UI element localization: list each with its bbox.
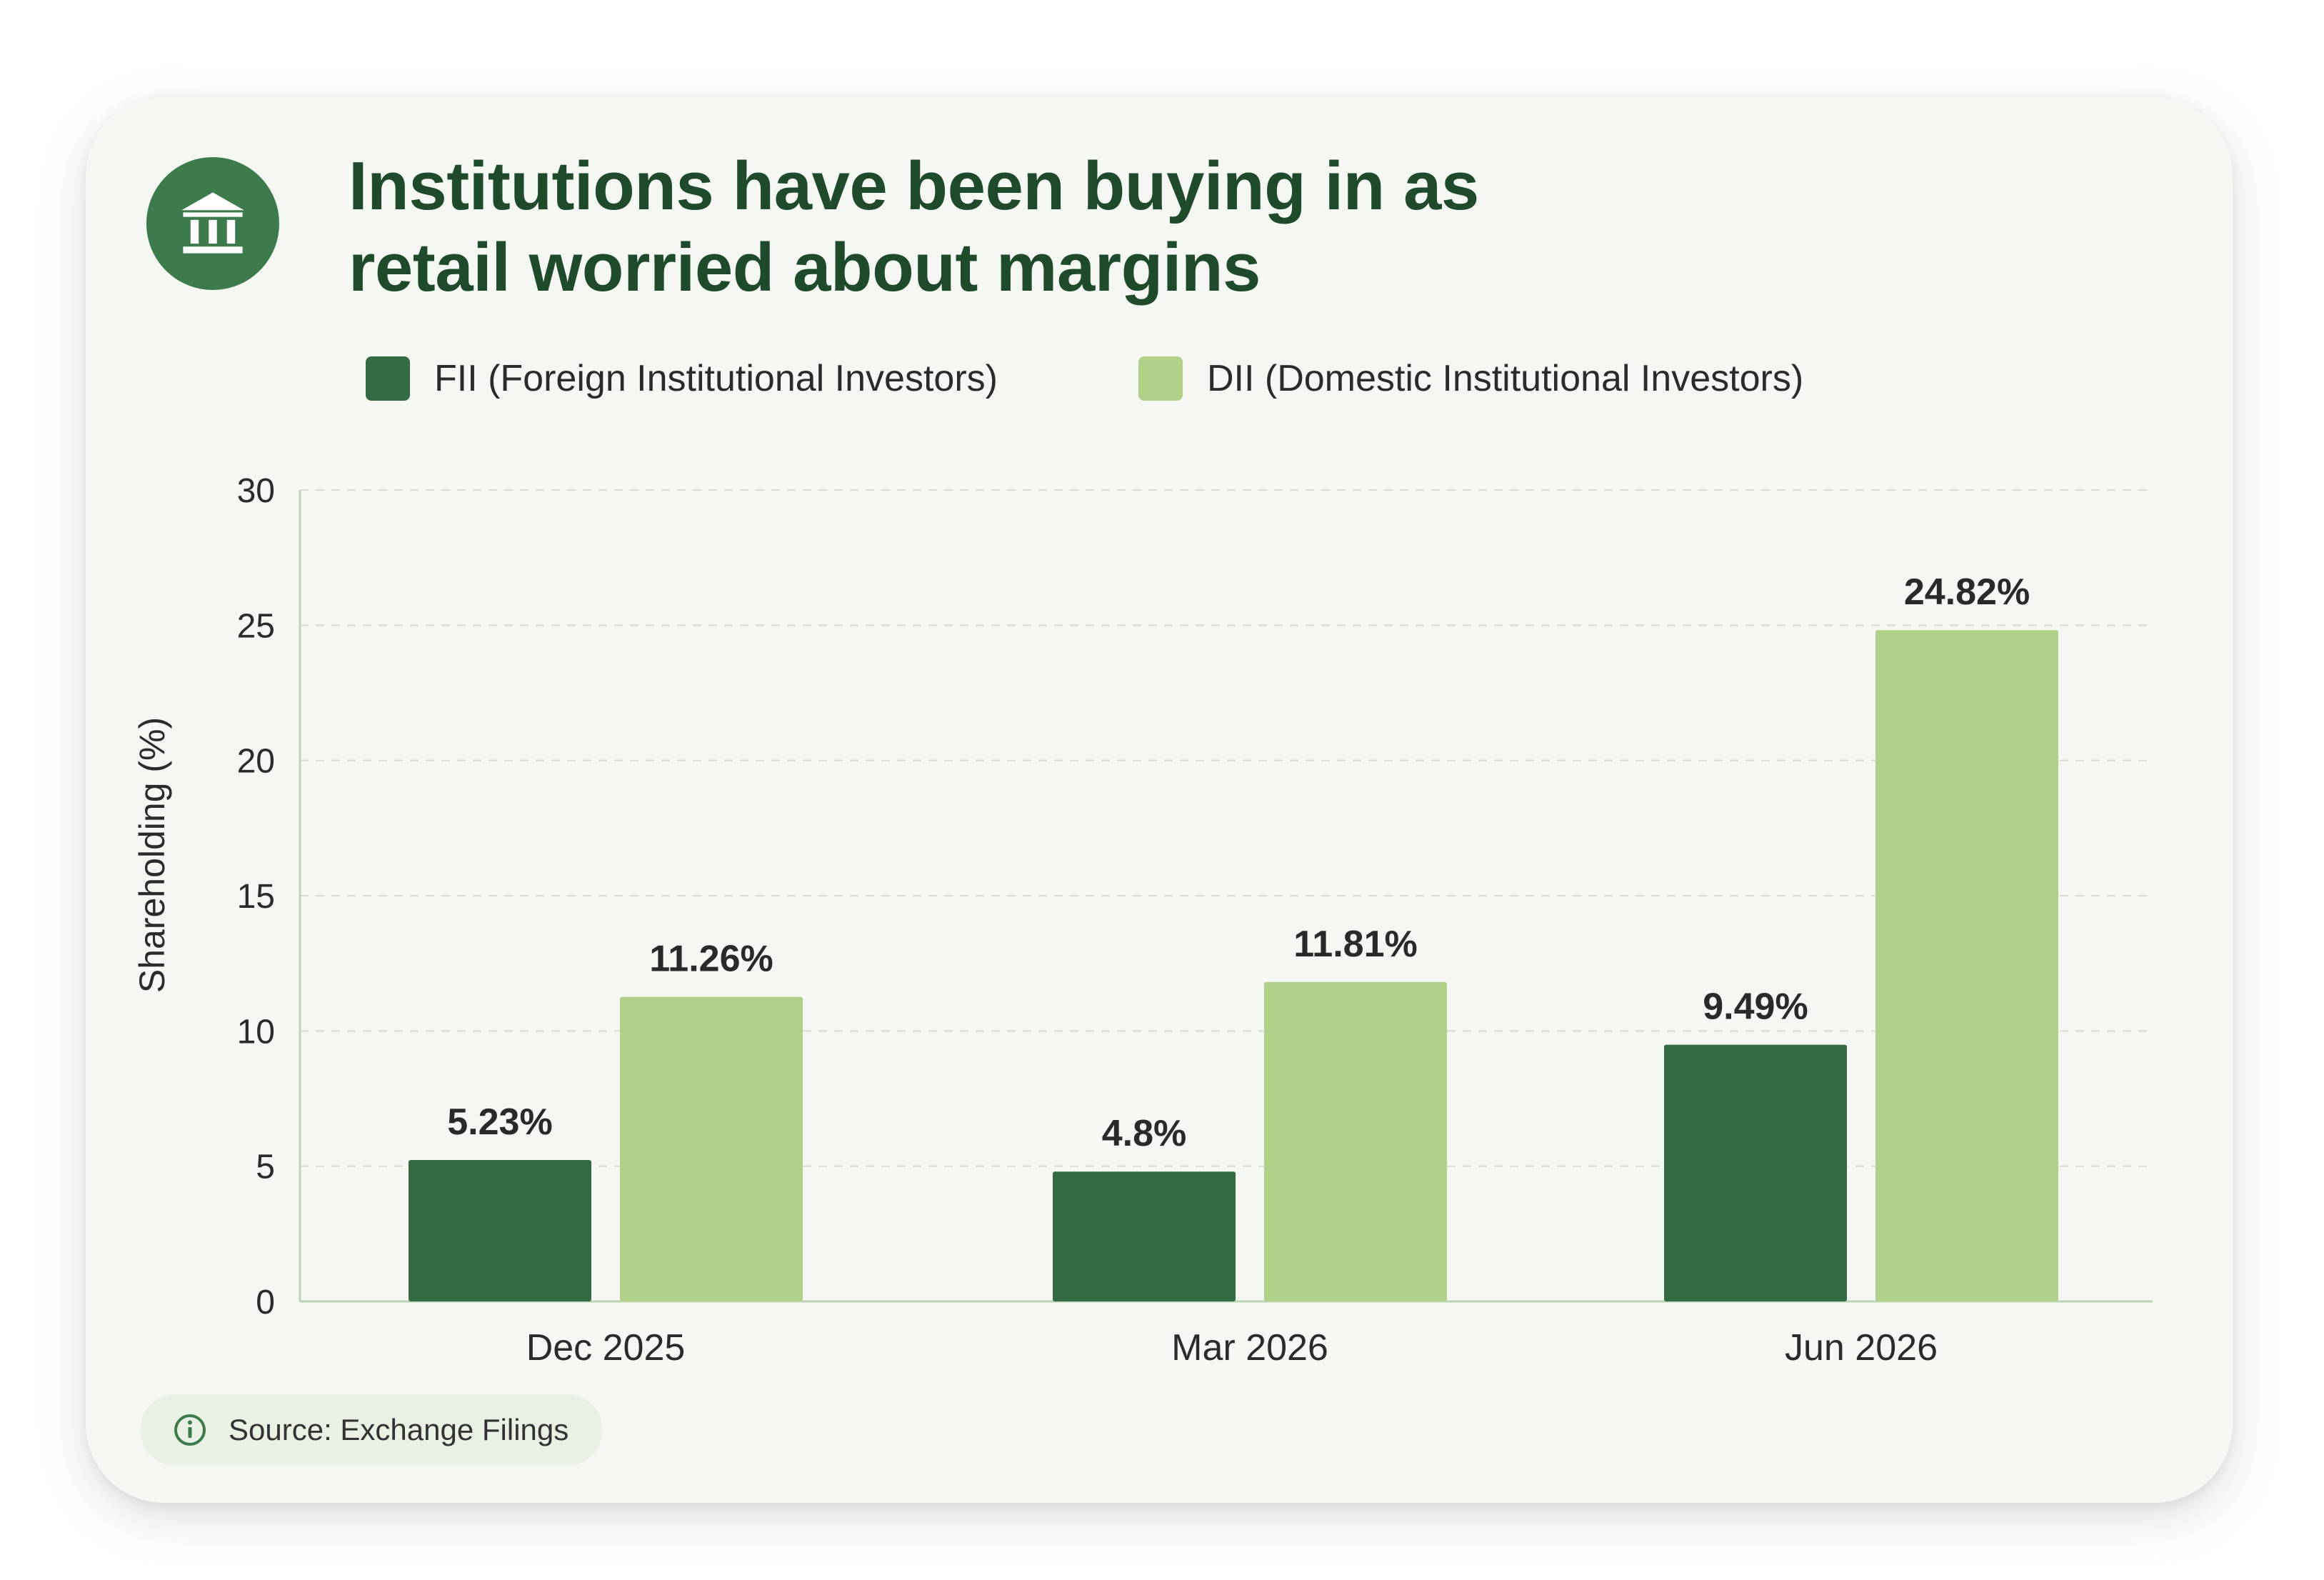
chart-card: Institutions have been buying in as reta…	[86, 97, 2233, 1503]
y-axis-title: Shareholding (%)	[132, 717, 172, 993]
y-tick-label: 10	[237, 1013, 275, 1051]
y-tick-label: 15	[237, 878, 275, 916]
source-text: Source: Exchange Filings	[229, 1413, 569, 1446]
title-badge	[146, 157, 279, 290]
data-label: 24.82%	[1904, 571, 2030, 613]
y-tick-label: 20	[237, 743, 275, 781]
legend-label-dii: DII (Domestic Institutional Investors)	[1207, 358, 1804, 399]
gridlines	[300, 489, 2153, 1167]
data-label: 11.81%	[1293, 924, 1418, 965]
axes: 0 5 10 15 20 25 30 Dec 2025 Mar 2026 Jun 2026	[237, 472, 2153, 1369]
bar-fii	[1053, 1171, 1236, 1301]
legend-swatch-dii	[1138, 356, 1183, 401]
info-icon	[174, 1414, 206, 1446]
legend-label-fii: FII (Foreign Institutional Investors)	[434, 358, 998, 399]
data-label: 4.8%	[1102, 1113, 1187, 1154]
data-label: 11.26%	[649, 939, 773, 980]
x-tick-label: Jun 2026	[1785, 1327, 1938, 1369]
bar-fii	[1664, 1044, 1847, 1301]
x-tick-label: Mar 2026	[1171, 1327, 1328, 1369]
chart-title: Institutions have been buying in as reta…	[349, 146, 1920, 309]
bar-dii	[620, 996, 803, 1301]
bar-chart: 0 5 10 15 20 25 30 Dec 2025 Mar 2026 Jun 2026 5.2…	[132, 472, 2153, 1369]
legend-item-fii: FII (Foreign Institutional Investors)	[366, 356, 998, 401]
y-tick-label: 25	[237, 607, 275, 645]
data-labels: 5.23% 11.26% 4.8% 11.81% 9.49% 24.82%	[447, 571, 2030, 1154]
y-tick-label: 5	[256, 1149, 275, 1186]
chart-title-line-1: Institutions have been buying in as	[349, 148, 1479, 224]
legend-swatch-fii	[366, 356, 410, 401]
source-note: Source: Exchange Filings	[140, 1394, 603, 1466]
chart-title-line-2: retail worried about margins	[349, 229, 1261, 306]
bars	[409, 630, 2058, 1301]
bar-dii	[1875, 630, 2058, 1301]
bar-fii	[409, 1159, 591, 1301]
y-tick-label: 30	[237, 472, 275, 510]
legend-item-dii: DII (Domestic Institutional Investors)	[1138, 356, 1803, 401]
bar-dii	[1264, 981, 1447, 1301]
data-label: 9.49%	[1703, 986, 1808, 1028]
data-label: 5.23%	[447, 1101, 552, 1143]
x-tick-label: Dec 2025	[526, 1327, 686, 1369]
y-tick-label: 0	[256, 1284, 275, 1321]
bank-building-icon	[181, 192, 244, 254]
